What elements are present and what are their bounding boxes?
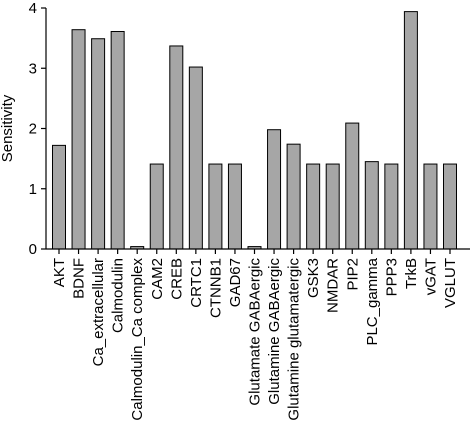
bar (364, 161, 379, 250)
bar (345, 122, 360, 250)
bar (403, 11, 418, 250)
x-tick-label: Calmodulin (110, 258, 127, 333)
x-tick-label: vGAT (422, 258, 439, 295)
x-tick-label: PLC_gamma (364, 257, 381, 345)
y-axis-title: Sensitivity (0, 94, 16, 162)
x-tick-label: CRTC1 (188, 258, 205, 308)
bar (91, 38, 106, 250)
x-tick-label: GAD67 (227, 258, 244, 307)
bar (149, 163, 164, 250)
x-tick-label: VGLUT (442, 258, 459, 308)
x-tick-label: GSK3 (305, 258, 322, 298)
bar (325, 163, 340, 250)
bars-layer (52, 11, 457, 250)
x-tick-label: BDNF (71, 258, 88, 299)
bar (227, 163, 242, 250)
x-tick-label: CTNNB1 (207, 258, 224, 318)
bar (110, 30, 125, 250)
bar (52, 144, 66, 250)
x-tick-label: Glutamate GABAergic (247, 258, 264, 406)
x-tick-label: CREB (168, 258, 185, 300)
bar (71, 29, 86, 250)
bar (306, 163, 321, 250)
bar (188, 66, 203, 250)
bar (443, 163, 457, 250)
y-tick-label: 2 (29, 121, 37, 138)
y-tick-label: 4 (29, 0, 37, 17)
x-tick-label: CAM2 (149, 258, 166, 300)
x-tick-label: Glutamine GABAergic (266, 258, 283, 405)
bar (286, 143, 301, 250)
y-tick-label: 3 (29, 60, 37, 77)
bar (208, 163, 223, 250)
x-tick-label: PIP2 (344, 258, 361, 291)
y-tick-label: 0 (29, 241, 37, 258)
bar (423, 163, 438, 250)
x-tick-label: Glutamine glutamatergic (286, 258, 303, 421)
bar (384, 163, 399, 250)
x-tick-label: AKT (51, 258, 68, 287)
bar (267, 129, 282, 250)
x-tick-label: Calmodulin_Ca complex (129, 258, 146, 421)
y-ticks: 0 1 2 3 4 (29, 0, 46, 258)
bar (169, 45, 184, 250)
x-tick-label: Ca_extracellular (90, 258, 107, 366)
y-tick-label: 1 (29, 181, 37, 198)
x-tick-label: PPP3 (383, 258, 400, 296)
x-ticks: AKT BDNF Ca_extracellular Calmodulin Calmodu… (51, 249, 459, 421)
x-tick-label: TrkB (403, 258, 420, 289)
x-tick-label: NMDAR (325, 258, 342, 313)
